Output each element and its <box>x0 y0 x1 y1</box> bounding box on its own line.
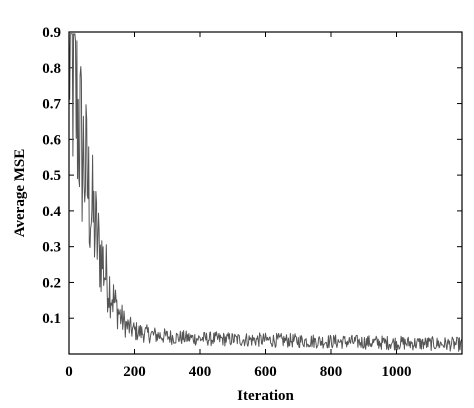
x-tick-label: 0 <box>65 364 73 380</box>
y-tick-label: 0.6 <box>42 132 61 148</box>
x-axis-ticks: 0 200 400 600 800 1000 <box>65 32 412 380</box>
y-tick-label: 0.3 <box>42 240 61 256</box>
y-axis-ticks: 0.1 0.2 0.3 0.4 0.5 0.6 0.7 0.8 0.9 <box>42 25 462 327</box>
y-tick-label: 0.1 <box>42 311 61 327</box>
y-axis-title: Average MSE <box>12 149 28 237</box>
x-tick-label: 800 <box>320 364 343 380</box>
y-tick-label: 0.9 <box>42 25 61 41</box>
y-tick-label: 0.7 <box>42 97 61 113</box>
x-tick-label: 200 <box>123 364 146 380</box>
x-tick-label: 600 <box>254 364 277 380</box>
x-tick-label: 400 <box>189 364 212 380</box>
y-tick-label: 0.5 <box>42 168 61 184</box>
y-tick-label: 0.8 <box>42 61 61 77</box>
plot-frame <box>68 31 463 355</box>
mse-series-line <box>68 33 463 352</box>
y-tick-label: 0.4 <box>42 204 61 220</box>
y-tick-label: 0.2 <box>42 275 61 291</box>
x-axis-title: Iteration <box>237 388 294 404</box>
x-tick-label: 1000 <box>382 364 412 380</box>
